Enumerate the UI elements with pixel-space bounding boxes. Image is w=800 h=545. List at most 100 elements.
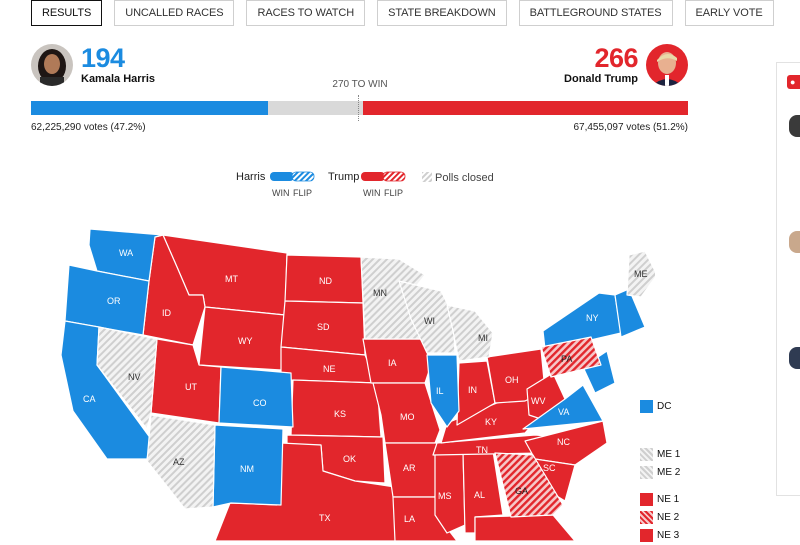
- label-az: AZ: [173, 457, 185, 467]
- key-me1-label: ME 1: [657, 449, 681, 461]
- key-ne1: NE 1: [640, 491, 679, 509]
- label-il: IL: [436, 386, 444, 396]
- label-nd: ND: [319, 276, 332, 286]
- state-az[interactable]: [146, 414, 216, 510]
- label-id: ID: [162, 308, 172, 318]
- state-co[interactable]: [218, 366, 294, 428]
- state-il[interactable]: [426, 354, 460, 428]
- label-in: IN: [468, 385, 477, 395]
- state-or[interactable]: [64, 264, 150, 336]
- label-ms: MS: [438, 491, 452, 501]
- trump-electoral-votes: 266: [594, 43, 638, 73]
- label-mo: MO: [400, 412, 415, 422]
- trump-popular-votes: 67,455,097 votes (51.2%): [573, 122, 688, 133]
- map-legend: Harris WIN FLIP Trump WIN FLIP Polls clo…: [236, 171, 494, 198]
- state-va[interactable]: [522, 384, 604, 430]
- state-pa[interactable]: [540, 336, 602, 378]
- tab-bar: RESULTS UNCALLED RACES RACES TO WATCH ST…: [31, 0, 774, 26]
- label-ar: AR: [403, 463, 416, 473]
- state-fl[interactable]: [474, 514, 576, 541]
- us-electoral-map: WA OR CA NV ID MT WY UT AZ CO NM ND SD N…: [60, 228, 655, 541]
- label-wy: WY: [238, 336, 253, 346]
- label-la: LA: [404, 514, 415, 524]
- label-sd: SD: [317, 322, 330, 332]
- legend-harris-flip-swatch: [291, 171, 315, 182]
- label-mi: MI: [478, 333, 488, 343]
- label-ks: KS: [334, 409, 346, 419]
- tab-uncalled-races[interactable]: UNCALLED RACES: [114, 0, 235, 26]
- legend-trump-label: Trump: [328, 171, 359, 183]
- state-nv[interactable]: [96, 326, 158, 430]
- key-dc-label: DC: [657, 401, 672, 413]
- label-ga: GA: [515, 486, 528, 496]
- state-ga[interactable]: [494, 452, 564, 518]
- state-ia[interactable]: [362, 338, 432, 384]
- key-me1-swatch: [640, 448, 653, 462]
- sidebar-avatar-3: [789, 347, 800, 369]
- key-ne3-label: NE 3: [657, 530, 680, 542]
- trump-header: 266 Donald Trump: [564, 44, 688, 86]
- electoral-progress-bar: [31, 101, 688, 115]
- label-oh: OH: [505, 375, 519, 385]
- legend-harris-win: WIN: [272, 188, 290, 198]
- label-wa: WA: [119, 248, 133, 258]
- live-updates-sidebar[interactable]: ●: [776, 62, 800, 496]
- harris-avatar: [31, 44, 73, 86]
- trump-name: Donald Trump: [564, 73, 638, 85]
- legend-harris-label: Harris: [236, 171, 266, 183]
- tab-state-breakdown[interactable]: STATE BREAKDOWN: [377, 0, 507, 26]
- threshold-label: 270 TO WIN: [332, 79, 388, 90]
- legend-trump-win-swatch: [361, 172, 385, 181]
- key-me1: ME 1: [640, 446, 680, 464]
- label-wv: WV: [531, 396, 546, 406]
- key-ne2-label: NE 2: [657, 512, 680, 524]
- key-me2-label: ME 2: [657, 467, 681, 479]
- live-badge: ●: [787, 75, 800, 89]
- label-ky: KY: [485, 417, 497, 427]
- key-dc: DC: [640, 398, 671, 416]
- key-dc-swatch: [640, 400, 653, 414]
- state-new-england[interactable]: [614, 288, 646, 338]
- harris-electoral-votes: 194: [81, 43, 125, 73]
- key-ne1-label: NE 1: [657, 494, 680, 506]
- label-nv: NV: [128, 372, 141, 382]
- label-al: AL: [474, 490, 485, 500]
- label-ut: UT: [185, 382, 197, 392]
- label-tn: TN: [476, 445, 488, 455]
- tab-results[interactable]: RESULTS: [31, 0, 103, 26]
- threshold-marker: [358, 95, 359, 121]
- state-mi[interactable]: [446, 304, 494, 362]
- label-sc: SC: [543, 463, 556, 473]
- trump-progress-segment: [362, 101, 688, 115]
- label-tx: TX: [319, 513, 331, 523]
- label-wi: WI: [424, 316, 435, 326]
- state-me[interactable]: [626, 250, 655, 298]
- key-me2: ME 2: [640, 464, 680, 482]
- legend-polls-closed-swatch: [422, 172, 432, 182]
- harris-header: 194 Kamala Harris: [31, 44, 155, 86]
- label-ia: IA: [388, 358, 397, 368]
- state-wi[interactable]: [398, 280, 456, 354]
- key-ne2-swatch: [640, 511, 653, 525]
- tab-battleground-states[interactable]: BATTLEGROUND STATES: [518, 0, 673, 26]
- legend-trump-flip: FLIP: [384, 188, 403, 198]
- key-ne2: NE 2: [640, 509, 679, 527]
- label-nc: NC: [557, 437, 570, 447]
- key-me2-swatch: [640, 466, 653, 480]
- legend-trump-flip-swatch: [382, 171, 406, 182]
- label-va: VA: [558, 407, 569, 417]
- label-pa: PA: [561, 354, 572, 364]
- label-mt: MT: [225, 274, 238, 284]
- tab-races-to-watch[interactable]: RACES TO WATCH: [246, 0, 366, 26]
- label-mn: MN: [373, 288, 387, 298]
- tab-early-vote[interactable]: EARLY VOTE: [684, 0, 774, 26]
- state-md-de-nj[interactable]: [582, 350, 616, 394]
- label-nm: NM: [240, 464, 254, 474]
- legend-harris-flip: FLIP: [293, 188, 312, 198]
- label-ny: NY: [586, 313, 599, 323]
- label-ca: CA: [83, 394, 96, 404]
- sidebar-avatar-2: [789, 231, 800, 253]
- harris-progress-segment: [31, 101, 269, 115]
- label-me: ME: [634, 269, 648, 279]
- legend-harris-win-swatch: [270, 172, 294, 181]
